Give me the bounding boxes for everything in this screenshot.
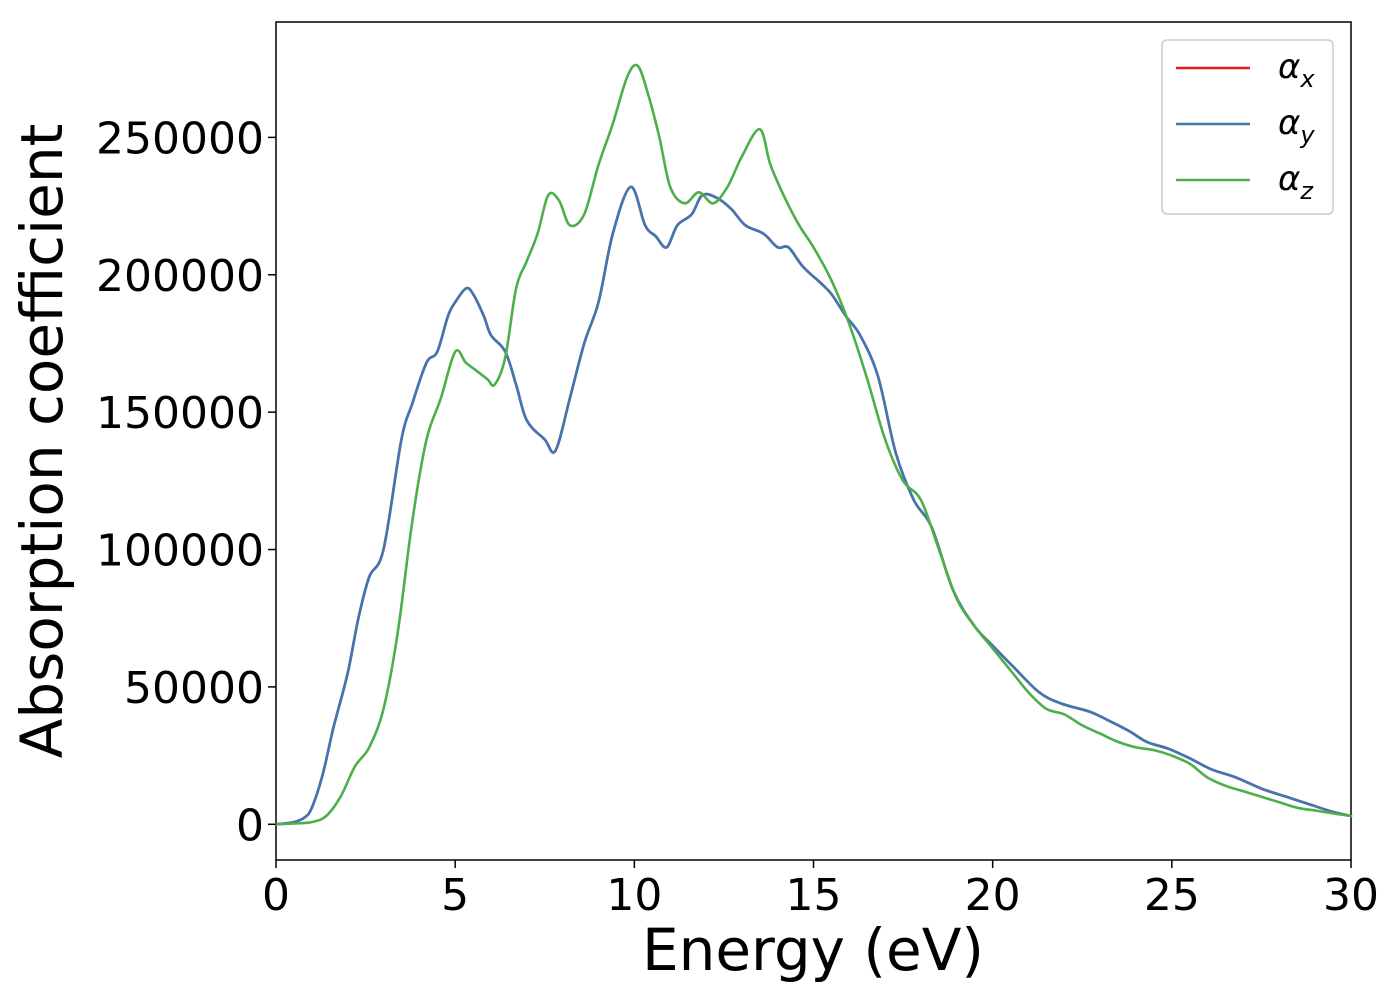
x-tick-label: 5 — [441, 870, 469, 921]
y-axis-title: Absorption coefficient — [8, 124, 76, 759]
x-tick-label: 10 — [606, 870, 662, 921]
y-tick-label: 100000 — [96, 526, 264, 577]
legend-subscript: z — [1299, 177, 1314, 205]
legend-frame — [1161, 39, 1334, 215]
x-tick-label: 30 — [1323, 870, 1379, 921]
y-tick-label: 50000 — [124, 663, 264, 714]
legend-subscript: x — [1299, 65, 1315, 93]
y-tick-label: 200000 — [96, 251, 264, 302]
x-axis-title: Energy (eV) — [642, 916, 984, 984]
y-tick-label: 150000 — [96, 388, 264, 439]
series-line-alpha-z — [274, 63, 1353, 826]
x-tick-label: 20 — [965, 870, 1021, 921]
series-line-alpha-y — [274, 185, 1353, 826]
y-tick-label: 0 — [236, 800, 264, 851]
series-layer — [274, 63, 1353, 826]
x-axis: 0 5 10 15 20 25 30 — [262, 860, 1379, 921]
x-tick-label: 15 — [786, 870, 842, 921]
y-axis: 0 50000 100000 150000 200000 250000 — [96, 113, 276, 851]
legend-subscript: y — [1299, 121, 1315, 149]
x-tick-label: 0 — [262, 870, 290, 921]
y-tick-label: 250000 — [96, 113, 264, 164]
x-tick-label: 25 — [1144, 870, 1200, 921]
